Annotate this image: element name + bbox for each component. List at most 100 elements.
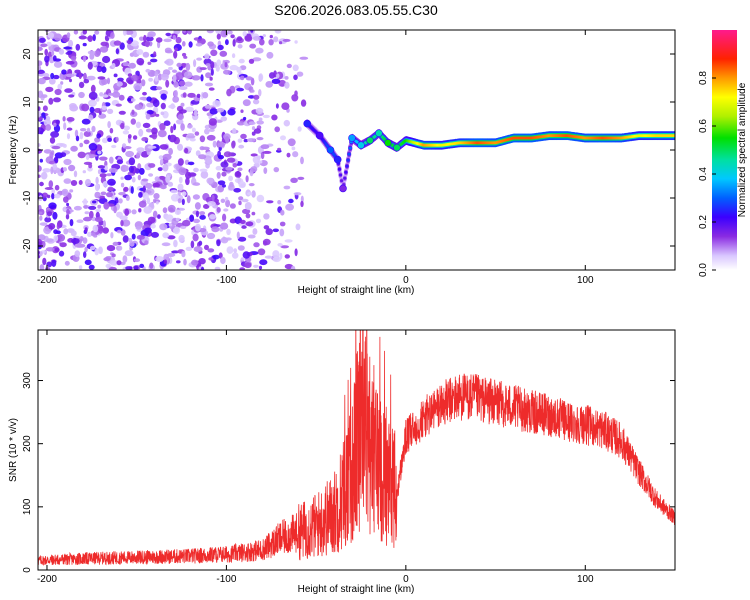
noise-speck — [194, 131, 200, 136]
noise-speck — [202, 92, 209, 99]
noise-speck — [144, 227, 152, 234]
noise-speck — [148, 173, 154, 177]
noise-speck — [178, 109, 187, 114]
noise-speck — [123, 125, 130, 131]
noise-speck — [272, 250, 280, 258]
noise-speck — [91, 125, 96, 133]
noise-speck — [100, 191, 107, 196]
noise-speck — [217, 180, 226, 186]
noise-speck — [172, 96, 180, 103]
noise-speck — [271, 78, 281, 85]
noise-speck — [237, 138, 243, 143]
noise-speck — [165, 58, 174, 66]
trace-point — [326, 146, 335, 154]
noise-speck — [118, 192, 126, 196]
noise-speck — [284, 81, 290, 89]
noise-speck — [138, 200, 147, 208]
noise-speck — [175, 119, 184, 125]
noise-speck — [159, 123, 166, 131]
noise-speck — [106, 245, 116, 252]
noise-speck — [241, 225, 247, 229]
noise-speck — [215, 65, 220, 72]
noise-speck — [44, 216, 52, 223]
noise-speck — [284, 263, 294, 270]
noise-speck — [159, 90, 168, 95]
noise-speck — [212, 140, 217, 148]
noise-speck — [69, 78, 72, 83]
y-tick-label: 0 — [22, 567, 33, 573]
noise-speck — [204, 244, 209, 251]
noise-speck — [259, 38, 265, 46]
noise-speck — [97, 150, 102, 155]
noise-speck — [51, 145, 61, 150]
noise-speck — [139, 36, 144, 41]
noise-speck — [53, 122, 57, 127]
noise-speck — [163, 253, 170, 262]
noise-speck — [79, 142, 84, 148]
noise-speck — [63, 46, 72, 50]
noise-speck — [61, 69, 67, 75]
noise-speck — [178, 80, 186, 87]
noise-speck — [236, 87, 245, 92]
noise-speck — [155, 256, 164, 262]
noise-speck — [266, 200, 274, 204]
noise-speck — [142, 51, 150, 58]
noise-speck — [53, 229, 58, 235]
noise-speck — [182, 92, 187, 98]
noise-speck — [274, 126, 281, 133]
noise-speck — [83, 198, 88, 206]
noise-speck — [122, 62, 130, 67]
noise-speck — [120, 176, 124, 180]
noise-speck — [251, 126, 256, 131]
noise-speck — [109, 260, 119, 266]
noise-speck — [65, 60, 75, 65]
noise-speck — [220, 198, 226, 203]
noise-speck — [53, 97, 61, 103]
noise-speck — [43, 118, 51, 126]
noise-speck — [41, 94, 48, 98]
noise-speck — [70, 145, 78, 152]
noise-speck — [46, 211, 53, 217]
noise-speck — [245, 175, 249, 183]
noise-speck — [160, 93, 167, 100]
noise-speck — [99, 173, 107, 178]
noise-speck — [258, 117, 263, 122]
noise-speck — [272, 256, 281, 263]
noise-speck — [70, 230, 77, 237]
noise-speck — [138, 167, 145, 175]
noise-speck — [118, 245, 123, 251]
x-tick-label: 100 — [577, 574, 594, 585]
noise-speck — [115, 103, 122, 107]
noise-speck — [155, 86, 163, 91]
noise-speck — [68, 39, 74, 48]
noise-speck — [125, 195, 130, 201]
noise-speck — [38, 143, 41, 147]
noise-speck — [247, 138, 256, 143]
noise-speck — [196, 57, 203, 61]
noise-speck — [269, 34, 273, 39]
noise-speck — [224, 61, 228, 68]
noise-speck — [39, 222, 48, 226]
noise-speck — [192, 182, 201, 186]
noise-speck — [82, 30, 87, 35]
noise-speck — [157, 41, 161, 49]
noise-speck — [75, 135, 80, 142]
snr-panel: -200 -100 0 100 0 100 200 300 Height of straig… — [8, 329, 676, 595]
noise-speck — [94, 216, 103, 223]
noise-speck — [44, 55, 50, 63]
x-tick-label: 0 — [403, 275, 409, 286]
noise-speck — [48, 202, 57, 209]
noise-speck — [39, 264, 45, 270]
noise-speck — [176, 62, 182, 68]
noise-speck — [89, 51, 94, 58]
snr-y-axis: 0 100 200 300 — [22, 372, 675, 573]
noise-speck — [127, 79, 134, 85]
noise-speck — [101, 105, 107, 111]
noise-speck — [167, 181, 174, 187]
noise-speck — [177, 183, 184, 191]
noise-speck — [248, 58, 255, 64]
noise-speck — [90, 84, 96, 93]
noise-speck — [256, 194, 265, 203]
y-tick-label: -10 — [22, 190, 33, 205]
noise-speck — [122, 30, 127, 36]
